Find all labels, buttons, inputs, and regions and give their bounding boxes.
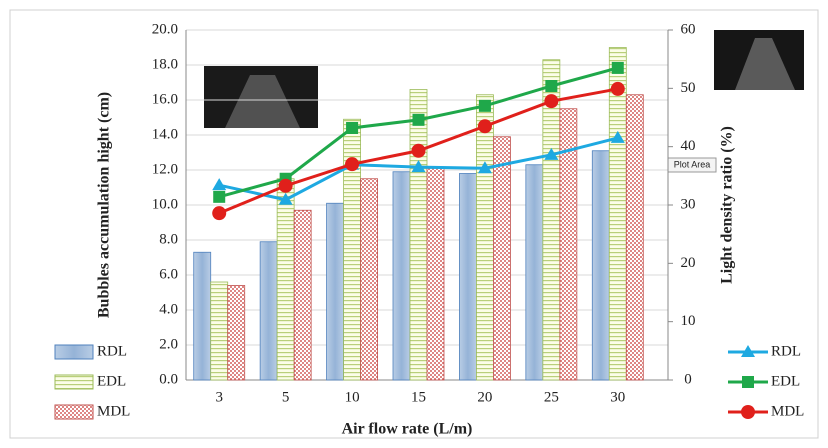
y2-tick-label: 30 <box>681 196 696 212</box>
marker <box>544 147 559 160</box>
y2-tick-label: 20 <box>681 255 696 271</box>
y2-tick-label: 50 <box>681 80 696 96</box>
bar <box>409 89 428 381</box>
bar <box>276 178 295 381</box>
y2-tick-label: 60 <box>681 21 696 37</box>
bar <box>459 173 477 381</box>
x-tick-label: 15 <box>411 389 426 405</box>
marker <box>544 94 559 109</box>
y-tick-label: 16.0 <box>152 91 178 107</box>
bar <box>476 94 494 381</box>
legend-label: RDL <box>97 343 127 359</box>
marker <box>213 190 226 203</box>
x-tick-label: 3 <box>215 389 223 405</box>
y2-tick-label: 10 <box>681 313 696 329</box>
marker <box>545 80 558 92</box>
marker <box>478 99 491 112</box>
y-tick-label: 14.0 <box>152 126 178 142</box>
inset-image-detail <box>735 38 795 90</box>
bar <box>493 136 511 381</box>
legend-label: RDL <box>771 343 801 359</box>
marker <box>212 206 227 221</box>
bar <box>392 171 411 381</box>
bar <box>259 241 278 381</box>
bar <box>210 281 229 381</box>
legend-label: MDL <box>771 403 804 419</box>
marker <box>610 130 625 143</box>
bar <box>227 285 246 381</box>
marker <box>412 113 425 126</box>
y2-tick-label: 40 <box>681 138 696 154</box>
bar <box>326 202 344 381</box>
marker <box>741 405 755 419</box>
marker <box>278 192 293 205</box>
inset-image-detail <box>225 75 300 128</box>
bar <box>525 164 544 381</box>
marker <box>345 157 360 172</box>
bar <box>426 167 445 381</box>
bar <box>591 150 610 381</box>
x-tick-label: 10 <box>345 389 360 405</box>
marker <box>411 143 426 158</box>
marker <box>741 345 755 357</box>
legend-swatch <box>54 344 94 360</box>
marker <box>212 178 227 191</box>
y-tick-label: 2.0 <box>159 336 178 352</box>
marker <box>742 376 754 388</box>
legend-swatch <box>54 374 94 390</box>
marker <box>411 160 426 173</box>
marker <box>477 119 492 134</box>
bar <box>193 251 212 381</box>
x-tick-label: 30 <box>610 389 625 405</box>
bar <box>559 108 578 381</box>
marker <box>610 81 625 96</box>
y-tick-label: 18.0 <box>152 56 178 72</box>
bar <box>625 94 644 381</box>
tooltip: Plot Area <box>667 157 717 173</box>
y-tick-label: 20.0 <box>152 21 178 37</box>
marker <box>346 122 359 134</box>
legend-label: EDL <box>97 373 126 389</box>
y2-tick-label: 0 <box>684 371 692 387</box>
x-axis-title: Air flow rate (L/m) <box>342 421 473 438</box>
bar <box>293 209 312 381</box>
bar <box>608 47 627 381</box>
marker <box>477 161 492 174</box>
x-tick-label: 25 <box>544 389 559 405</box>
bar <box>360 178 378 381</box>
y-tick-label: 8.0 <box>159 231 178 247</box>
marker <box>278 178 293 193</box>
tooltip-text: Plot Area <box>674 159 711 169</box>
legend-label: MDL <box>97 403 130 419</box>
y-axis-title: Bubbles accumulation hight (cm) <box>96 92 113 318</box>
y-tick-label: 4.0 <box>159 301 178 317</box>
y-tick-label: 6.0 <box>159 266 178 282</box>
y-tick-label: 10.0 <box>152 196 178 212</box>
legend-label: EDL <box>771 373 800 389</box>
marker <box>611 61 624 74</box>
x-tick-label: 5 <box>282 389 290 405</box>
legend-swatch <box>54 404 94 420</box>
x-tick-label: 20 <box>477 389 492 405</box>
y-tick-label: 12.0 <box>152 161 178 177</box>
y2-axis-title: Light density ratio (%) <box>719 126 736 284</box>
y-tick-label: 0.0 <box>159 371 178 387</box>
